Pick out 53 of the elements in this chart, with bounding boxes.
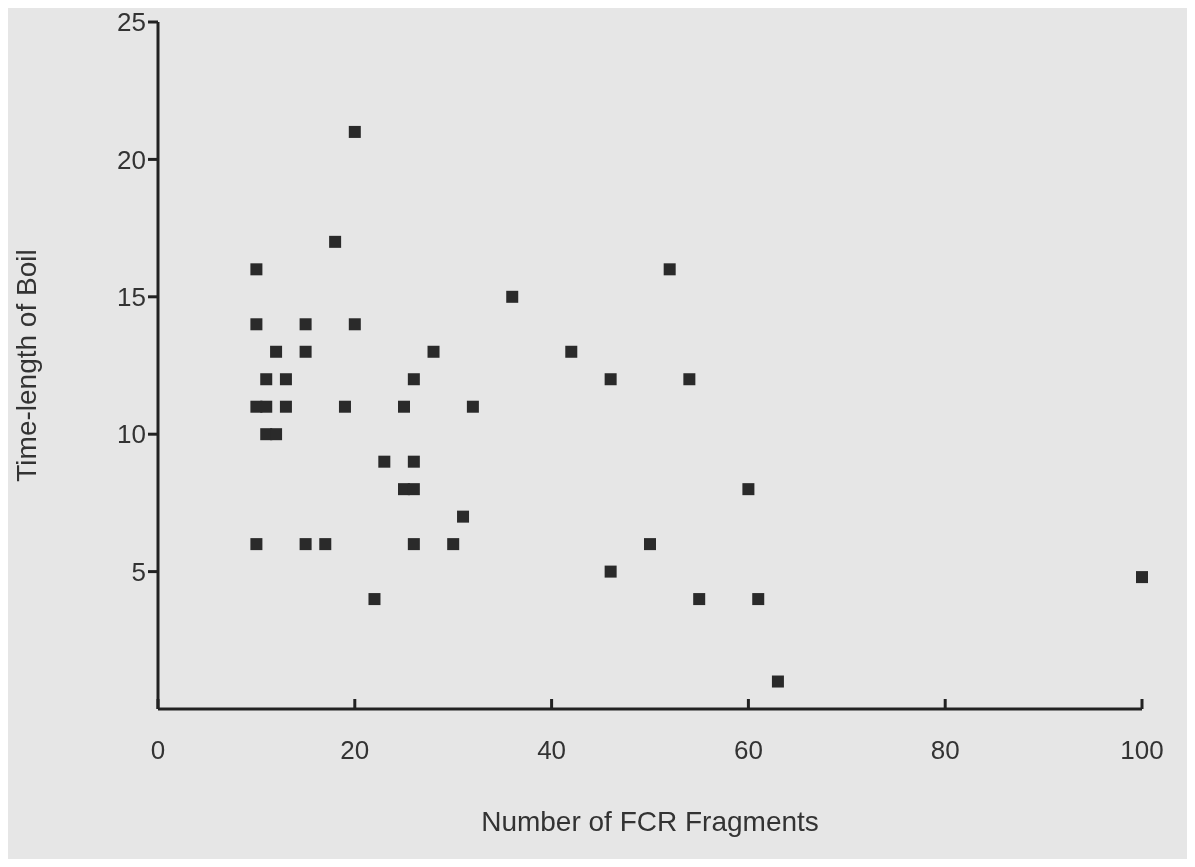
y-tick-label: 15	[117, 282, 146, 313]
x-axis-title: Number of FCR Fragments	[481, 806, 819, 837]
x-tick-label: 60	[733, 735, 763, 766]
point	[260, 373, 273, 386]
point	[299, 318, 312, 331]
point	[398, 400, 410, 413]
point	[319, 538, 332, 551]
point	[771, 675, 784, 688]
y-tick-label: 5	[131, 556, 146, 587]
point	[260, 400, 273, 413]
x-tick-label: 80	[930, 735, 960, 766]
point	[348, 318, 361, 331]
point	[752, 593, 765, 606]
x-tick-label: 20	[340, 735, 370, 766]
point	[604, 373, 617, 386]
point	[427, 345, 440, 358]
point	[683, 373, 696, 386]
point	[407, 483, 420, 496]
y-tick-label: 20	[117, 144, 146, 175]
point	[368, 593, 381, 606]
x-tick-label: 100	[1120, 735, 1164, 766]
point	[407, 455, 420, 468]
point	[604, 565, 617, 578]
y-tick-label: 10	[117, 419, 146, 450]
point	[250, 263, 263, 276]
point	[447, 538, 460, 551]
point	[565, 345, 578, 358]
point	[279, 400, 292, 413]
point	[270, 345, 283, 358]
x-tick-label: 40	[537, 735, 567, 766]
point	[348, 125, 361, 138]
point	[378, 455, 391, 468]
point	[407, 373, 420, 386]
y-tick-label: 25	[117, 7, 146, 38]
point	[466, 400, 479, 413]
point	[693, 593, 706, 606]
point	[250, 538, 263, 551]
point	[1136, 571, 1148, 584]
point	[644, 538, 656, 551]
point	[329, 235, 342, 248]
y-axis-title: Time-length of Boil	[10, 249, 42, 482]
point	[457, 510, 470, 523]
point	[270, 428, 283, 441]
x-tick-label: 0	[150, 735, 166, 766]
point	[407, 538, 420, 551]
point	[279, 373, 292, 386]
point	[506, 290, 519, 303]
point	[250, 318, 263, 331]
point	[663, 263, 676, 276]
point	[299, 345, 312, 358]
point	[299, 538, 312, 551]
point	[338, 400, 351, 413]
point	[742, 483, 755, 496]
